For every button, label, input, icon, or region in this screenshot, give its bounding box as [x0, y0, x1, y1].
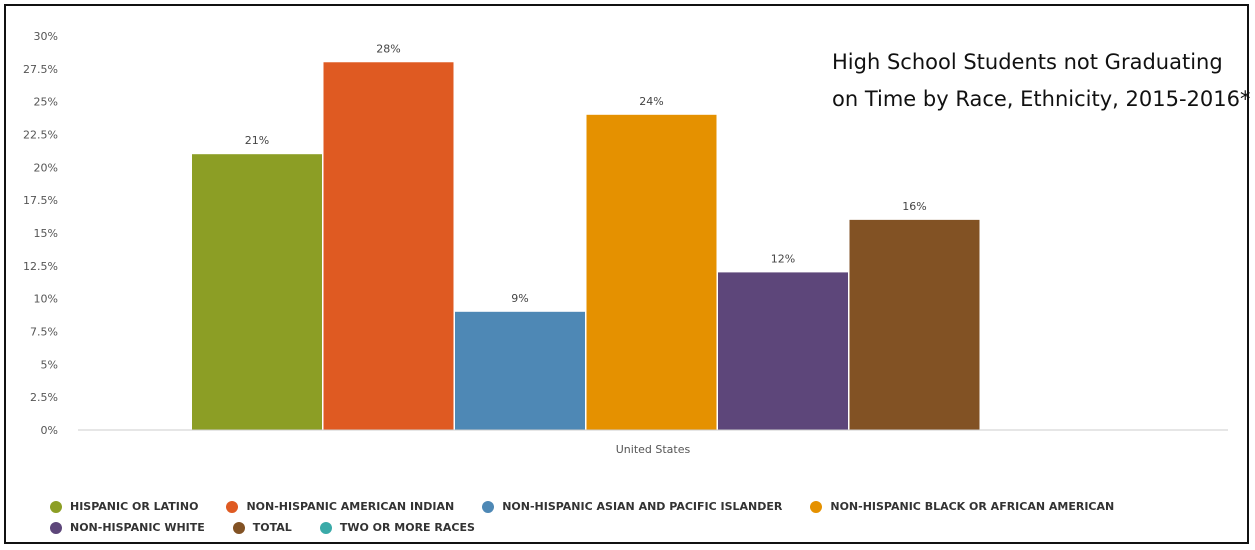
- y-tick-label: 5%: [41, 358, 58, 371]
- legend-dot-icon: [50, 500, 62, 513]
- legend-dot-icon: [482, 500, 495, 513]
- bar-non-hispanic-white[interactable]: [718, 272, 848, 430]
- legend: HISPANIC OR LATINO NON-HISPANIC AMERICAN …: [50, 500, 1250, 542]
- legend-dot-icon: [810, 500, 823, 513]
- value-labels: 21% 28% 9% 24% 12% 16%: [245, 42, 927, 305]
- legend-label: NON-HISPANIC WHITE: [70, 521, 205, 534]
- chart-title: High School Students not Graduating on T…: [832, 50, 1251, 111]
- y-tick-label: 22.5%: [23, 129, 58, 142]
- chart-frame: 0% 2.5% 5% 7.5% 10% 12.5% 15% 17.5% 20% 22.5% 25% 2…: [4, 4, 1251, 544]
- y-tick-label: 0%: [41, 424, 58, 437]
- y-tick-label: 27.5%: [23, 63, 58, 76]
- legend-dot-icon: [319, 521, 332, 534]
- legend-label: NON-HISPANIC AMERICAN INDIAN: [246, 500, 455, 513]
- legend-dot-icon: [50, 521, 62, 534]
- y-tick-label: 20%: [34, 161, 58, 174]
- legend-label: TOTAL: [252, 521, 292, 534]
- bar-total[interactable]: [849, 219, 980, 430]
- bar-value-label: 24%: [639, 95, 663, 108]
- y-axis: 0% 2.5% 5% 7.5% 10% 12.5% 15% 17.5% 20% 22.5% 25% 2…: [23, 30, 58, 437]
- legend-item[interactable]: HISPANIC OR LATINO: [50, 500, 198, 513]
- bar-value-label: 21%: [245, 134, 269, 147]
- y-tick-label: 12.5%: [23, 260, 58, 273]
- legend-label: NON-HISPANIC ASIAN AND PACIFIC ISLANDER: [502, 500, 783, 513]
- legend-dot-icon: [226, 500, 239, 513]
- y-tick-label: 2.5%: [30, 391, 58, 404]
- legend-item[interactable]: NON-HISPANIC ASIAN AND PACIFIC ISLANDER: [482, 500, 782, 513]
- y-tick-label: 10%: [34, 293, 58, 306]
- y-tick-label: 30%: [34, 30, 58, 43]
- legend-dot-icon: [232, 521, 245, 534]
- legend-label: HISPANIC OR LATINO: [70, 500, 199, 513]
- y-tick-label: 17.5%: [23, 194, 58, 207]
- bar-non-hispanic-american-indian[interactable]: [323, 62, 454, 431]
- y-tick-label: 15%: [34, 227, 58, 240]
- bar-chart: 0% 2.5% 5% 7.5% 10% 12.5% 15% 17.5% 20% 22.5% 25% 2…: [23, 30, 1228, 456]
- bar-value-label: 12%: [771, 252, 795, 265]
- bar-non-hispanic-asian-and-pacific-islander[interactable]: [455, 311, 585, 430]
- legend-label: TWO OR MORE RACES: [339, 521, 475, 534]
- bar-value-label: 28%: [376, 42, 400, 55]
- legend-item[interactable]: NON-HISPANIC WHITE: [50, 521, 205, 534]
- y-tick-label: 7.5%: [30, 326, 58, 339]
- bars: [192, 62, 980, 431]
- legend-label: NON-HISPANIC BLACK OR AFRICAN AMERICAN: [830, 500, 1115, 513]
- bar-value-label: 16%: [902, 200, 926, 213]
- bar-value-label: 9%: [511, 292, 528, 305]
- legend-item[interactable]: TOTAL: [232, 521, 292, 534]
- legend-item[interactable]: NON-HISPANIC AMERICAN INDIAN: [226, 500, 454, 513]
- legend-item[interactable]: TWO OR MORE RACES: [319, 521, 475, 534]
- bar-hispanic-or-latino[interactable]: [192, 154, 322, 430]
- legend-item[interactable]: NON-HISPANIC BLACK OR AFRICAN AMERICAN: [810, 500, 1114, 513]
- legend-row: HISPANIC OR LATINO NON-HISPANIC AMERICAN …: [50, 500, 1250, 513]
- legend-row: NON-HISPANIC WHITE TOTAL TWO OR MORE RACES: [50, 521, 1250, 534]
- y-tick-label: 25%: [34, 96, 58, 109]
- bar-non-hispanic-black-or-african-american[interactable]: [586, 114, 717, 431]
- x-category-label: United States: [616, 443, 691, 456]
